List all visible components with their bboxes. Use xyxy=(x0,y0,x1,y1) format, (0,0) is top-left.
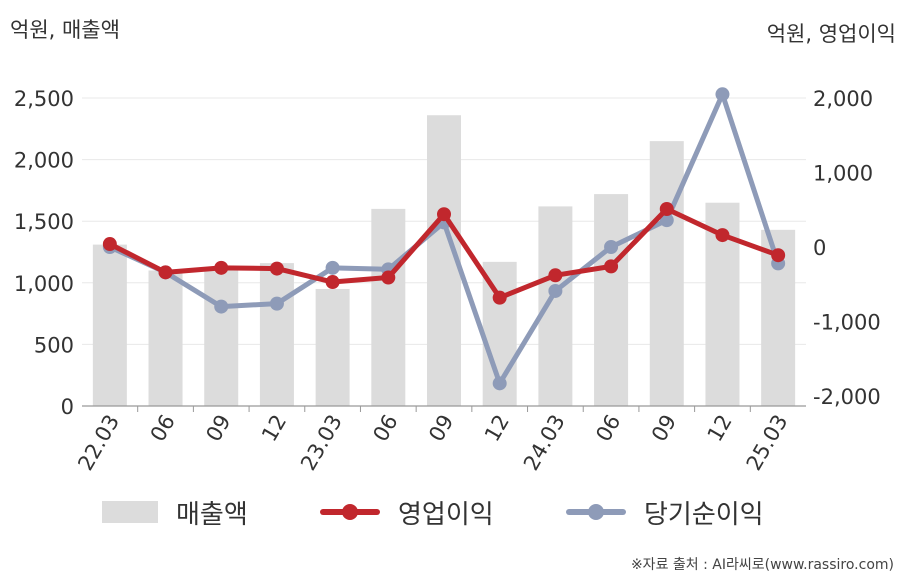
operating-profit-point xyxy=(771,248,786,263)
legend-swatch-operating xyxy=(320,500,380,524)
net-income-point xyxy=(325,260,340,275)
left-tick-label: 500 xyxy=(34,333,74,357)
right-tick-label: 2,000 xyxy=(813,87,873,111)
left-tick-label: 1,500 xyxy=(14,210,74,234)
bar xyxy=(92,244,127,406)
x-tick-label: 25.03 xyxy=(742,411,793,475)
legend-label-net: 당기순이익 xyxy=(644,499,764,530)
bar xyxy=(259,263,294,406)
net-income-point xyxy=(214,299,229,314)
net-income-point xyxy=(492,376,507,391)
operating-profit-point xyxy=(214,260,229,275)
legend-item-operating: 영업이익 xyxy=(320,490,494,534)
operating-profit-point xyxy=(158,265,173,280)
right-tick-label: 1,000 xyxy=(813,162,873,186)
legend: 매출액 영업이익 당기순이익 xyxy=(0,490,908,534)
left-tick-label: 0 xyxy=(61,395,74,419)
right-tick-label: -2,000 xyxy=(813,385,881,409)
operating-profit-point xyxy=(548,268,563,283)
bar xyxy=(204,268,239,406)
legend-item-net: 당기순이익 xyxy=(566,490,764,534)
operating-profit-point xyxy=(325,275,340,290)
legend-swatch-net xyxy=(566,500,626,524)
x-tick-label: 22.03 xyxy=(73,411,124,475)
bar-series xyxy=(92,115,796,407)
operating-profit-point xyxy=(715,228,730,243)
left-tick-label: 2,500 xyxy=(14,87,74,111)
operating-profit-point xyxy=(102,237,117,252)
x-tick-label: 12 xyxy=(703,411,737,446)
x-tick-label: 09 xyxy=(647,411,681,446)
right-tick-label: -1,000 xyxy=(813,311,881,335)
left-axis-unit: 억원, 매출액 xyxy=(10,18,120,42)
x-tick-label: 06 xyxy=(146,411,180,446)
operating-profit-point xyxy=(269,261,284,276)
net-income-point xyxy=(604,240,619,254)
right-axis-unit: 억원, 영업이익 xyxy=(766,22,896,46)
x-tick-label: 24.03 xyxy=(519,411,570,475)
x-tick-label: 09 xyxy=(424,411,458,446)
operating-profit-point xyxy=(381,270,396,285)
source-note: ※자료 출처 : AI라씨로(www.rassiro.com) xyxy=(630,557,894,573)
combo-chart: 0 500 1,000 1,500 2,000 2,500 -2,000 -1,000 0 1,0… xyxy=(14,87,881,475)
bar xyxy=(148,270,183,406)
operating-profit-point xyxy=(437,207,451,222)
legend-label-revenue: 매출액 xyxy=(176,499,248,530)
bar xyxy=(315,288,350,406)
x-tick-label: 09 xyxy=(201,411,235,446)
legend-label-operating: 영업이익 xyxy=(398,499,494,530)
x-tick-label: 06 xyxy=(591,411,625,446)
bar xyxy=(649,141,684,406)
net-income-point xyxy=(659,213,674,228)
left-tick-label: 2,000 xyxy=(14,149,74,173)
x-tick-label: 06 xyxy=(368,411,402,446)
line-series xyxy=(102,87,786,391)
bar xyxy=(594,194,629,406)
operating-profit-point xyxy=(659,202,674,217)
legend-item-revenue: 매출액 xyxy=(102,490,248,534)
operating-profit-point xyxy=(604,259,619,274)
right-tick-label: 0 xyxy=(813,236,826,260)
x-tick-label: 12 xyxy=(257,411,291,446)
x-tick-label: 23.03 xyxy=(296,411,347,475)
operating-profit-point xyxy=(492,290,507,305)
net-income-point xyxy=(715,87,730,102)
legend-swatch-bar xyxy=(102,501,158,523)
x-tick-label: 12 xyxy=(480,411,514,446)
bar xyxy=(371,208,406,406)
net-income-point xyxy=(548,283,563,298)
left-tick-label: 1,000 xyxy=(14,272,74,296)
net-income-point xyxy=(269,296,284,311)
